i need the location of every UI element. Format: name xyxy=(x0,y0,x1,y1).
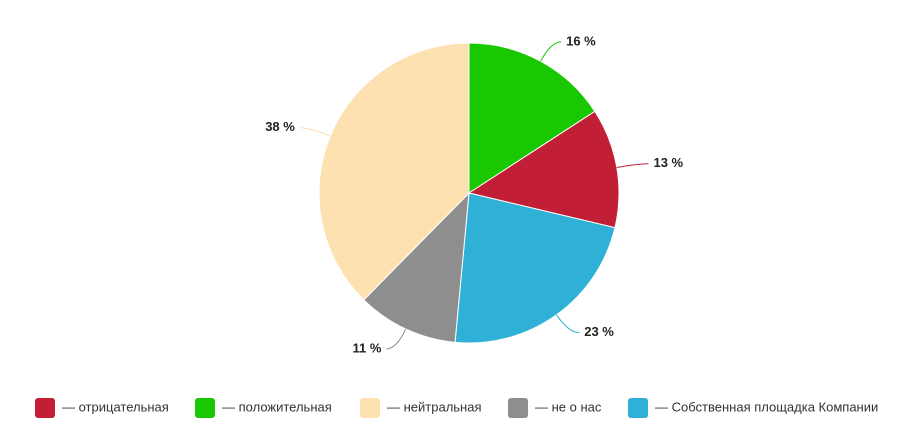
legend-label: — Собственная площадка Компании xyxy=(655,399,878,414)
data-label: 38 % xyxy=(265,119,295,134)
legend-label: — отрицательная xyxy=(62,399,169,414)
connector xyxy=(540,41,562,62)
connector xyxy=(386,328,407,350)
legend-swatch xyxy=(360,398,380,418)
pie-slice xyxy=(363,191,470,343)
legend-label: — не о нас xyxy=(535,399,602,414)
data-label: 16 % xyxy=(566,33,596,48)
pie-slice xyxy=(454,192,616,344)
data-label: 11 % xyxy=(353,340,382,355)
legend-item[interactable]: — отрицательная xyxy=(35,398,169,418)
legend-swatch xyxy=(195,398,215,418)
data-label: 23 % xyxy=(584,324,614,339)
legend-item[interactable]: — нейтральная xyxy=(360,398,482,418)
legend-swatch xyxy=(35,398,55,418)
legend-label: — положительная xyxy=(222,399,332,414)
legend-item[interactable]: — не о нас xyxy=(508,398,602,418)
connector xyxy=(616,163,649,168)
pie-slice xyxy=(318,42,470,301)
pie-slice xyxy=(468,42,596,194)
legend-swatch xyxy=(508,398,528,418)
legend-item[interactable]: — положительная xyxy=(195,398,332,418)
data-label: 13 % xyxy=(653,155,683,170)
connector xyxy=(556,314,580,334)
legend-label: — нейтральная xyxy=(387,399,482,414)
legend-item[interactable]: — Собственная площадка Компании xyxy=(628,398,878,418)
legend-swatch xyxy=(628,398,648,418)
connector xyxy=(299,127,331,137)
